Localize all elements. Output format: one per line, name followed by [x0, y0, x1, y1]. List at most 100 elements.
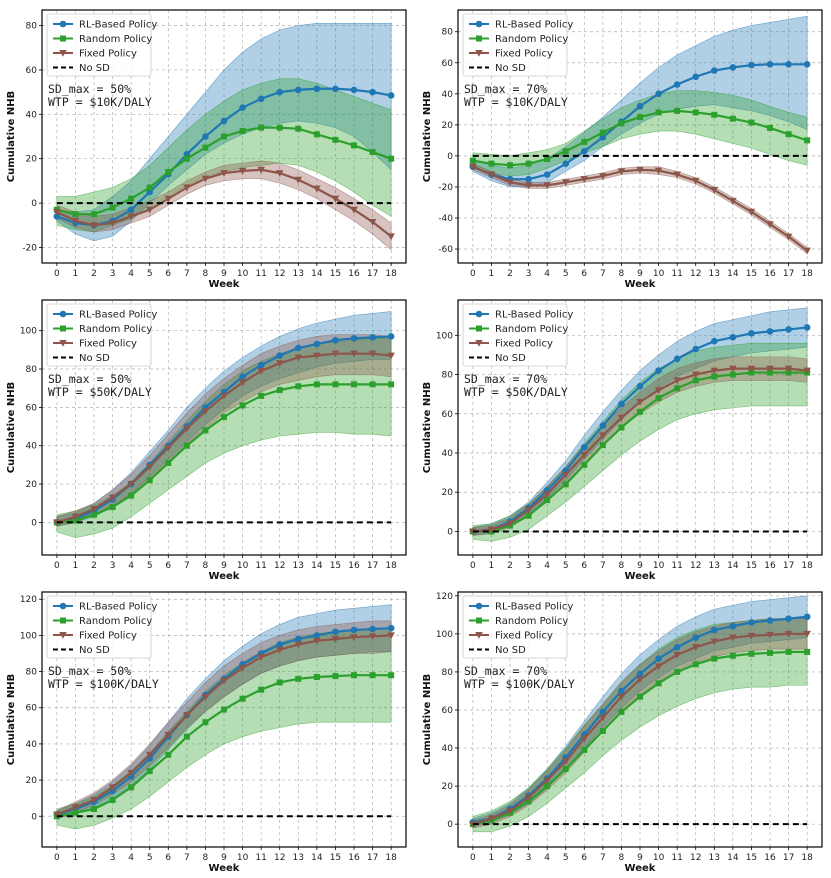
annotation-text: WTP = $50K/DALY — [48, 385, 152, 399]
x-tick-label: 12 — [274, 561, 285, 571]
data-point-rl-based-policy — [294, 344, 302, 352]
data-point-random-policy — [785, 648, 792, 655]
data-point-fixed-policy — [729, 634, 737, 642]
data-point-rl-based-policy — [313, 340, 321, 348]
data-point-fixed-policy — [164, 444, 173, 452]
x-tick-label: 15 — [330, 853, 341, 863]
data-point-random-policy — [183, 442, 190, 449]
data-point-rl-based-policy — [350, 86, 358, 94]
data-point-random-policy — [637, 114, 643, 121]
legend-label-rl-based-policy: RL-Based Policy — [79, 310, 157, 321]
x-tick-label: 8 — [619, 853, 625, 863]
legend-label-random-policy: Random Policy — [79, 324, 152, 335]
x-tick-label: 18 — [801, 853, 813, 863]
data-point-fixed-policy — [331, 636, 340, 643]
data-point-fixed-policy — [636, 166, 644, 174]
x-tick-label: 16 — [764, 269, 776, 279]
data-point-random-policy — [599, 129, 606, 136]
band-fixed-policy — [56, 334, 392, 527]
x-tick-label: 0 — [470, 561, 476, 571]
data-point-random-policy — [692, 109, 699, 116]
x-tick-label: 16 — [348, 853, 360, 863]
data-point-random-policy — [618, 708, 625, 715]
y-tick-label: 40 — [26, 740, 38, 750]
data-point-rl-based-policy — [276, 88, 284, 96]
data-point-rl-based-policy — [580, 443, 588, 451]
data-point-random-policy — [239, 695, 246, 702]
x-tick-label: 16 — [348, 561, 360, 571]
data-point-fixed-policy — [201, 408, 210, 416]
y-tick-label: 60 — [442, 410, 454, 420]
y-axis-title: Cumulative NHB — [6, 674, 17, 766]
data-point-random-policy — [72, 211, 79, 218]
x-tick-label: 8 — [203, 561, 209, 571]
data-point-random-policy — [258, 392, 265, 399]
data-point-random-policy — [146, 184, 153, 191]
data-point-fixed-policy — [561, 758, 570, 766]
chart-panel-sd50-wtp50k: 0 1 2 3 4 5 6 7 8 9 10 11 12 13 14 15 16 17 18 0 20 40 60 80 100… — [0, 290, 415, 582]
data-point-rl-based-policy — [562, 160, 570, 167]
legend-label-random-policy: Random Policy — [79, 616, 152, 627]
data-point-fixed-policy — [90, 796, 98, 804]
data-point-random-policy — [295, 675, 302, 682]
annotation-text: WTP = $10K/DALY — [464, 95, 568, 109]
x-tick-label: 6 — [581, 269, 587, 279]
x-tick-label: 18 — [801, 561, 813, 571]
annotation-text: SD_max = 50% — [48, 82, 131, 96]
x-tick-label: 5 — [563, 853, 569, 863]
data-point-fixed-policy — [487, 815, 496, 823]
y-tick-label: 20 — [442, 121, 454, 131]
data-point-rl-based-policy — [636, 670, 644, 678]
legend-marker-random-policy — [476, 35, 482, 42]
data-point-random-policy — [109, 204, 116, 211]
data-point-fixed-policy — [524, 182, 533, 190]
legend-label-rl-based-policy: RL-Based Policy — [495, 602, 573, 613]
data-point-random-policy — [258, 686, 265, 693]
legend-label-rl-based-policy: RL-Based Policy — [495, 310, 573, 321]
data-point-rl-based-policy — [239, 104, 246, 111]
x-tick-label: 10 — [237, 269, 249, 279]
x-tick-label: 12 — [690, 269, 701, 279]
x-tick-label: 1 — [489, 853, 495, 863]
data-point-rl-based-policy — [636, 102, 644, 110]
data-point-fixed-policy — [710, 187, 719, 194]
data-point-random-policy — [748, 650, 755, 657]
grid — [458, 10, 822, 263]
series-fixed-policy — [469, 163, 811, 255]
data-point-fixed-policy — [654, 387, 663, 395]
data-point-rl-based-policy — [332, 628, 339, 636]
data-point-fixed-policy — [275, 360, 284, 368]
x-tick-label: 6 — [165, 269, 171, 279]
data-point-rl-based-policy — [294, 86, 302, 94]
data-point-fixed-policy — [145, 463, 154, 471]
data-point-fixed-policy — [257, 367, 265, 375]
data-point-random-policy — [388, 672, 395, 679]
x-tick-label: 5 — [147, 561, 153, 571]
x-tick-label: 7 — [184, 853, 190, 863]
data-point-random-policy — [146, 477, 153, 484]
x-tick-label: 0 — [54, 561, 60, 571]
y-tick-label: -20 — [22, 243, 37, 253]
x-tick-label: 15 — [746, 561, 757, 571]
chart-panel-sd70-wtp50k: 0 1 2 3 4 5 6 7 8 9 10 11 12 13 14 15 16 17 18 0 20 40 60 80 100… — [415, 290, 831, 582]
y-tick-label: 100 — [436, 630, 453, 640]
data-point-rl-based-policy — [692, 345, 700, 353]
y-tick-label: 80 — [442, 668, 454, 678]
y-axis-title: Cumulative NHB — [6, 382, 17, 474]
data-point-random-policy — [507, 162, 513, 169]
data-point-rl-based-policy — [766, 61, 774, 68]
data-point-random-policy — [332, 673, 339, 680]
x-tick-label: 9 — [637, 269, 643, 279]
x-tick-label: 1 — [73, 561, 79, 571]
x-tick-label: 2 — [91, 561, 97, 571]
data-point-random-policy — [804, 137, 811, 144]
data-point-rl-based-policy — [766, 617, 774, 624]
y-tick-label: -60 — [438, 245, 453, 255]
series-fixed-policy — [469, 365, 811, 536]
x-tick-label: 13 — [293, 269, 304, 279]
data-point-rl-based-policy — [766, 328, 774, 335]
data-point-rl-based-policy — [710, 67, 718, 74]
data-point-fixed-policy — [729, 365, 737, 373]
data-point-fixed-policy — [543, 777, 551, 785]
annotation-text: SD_max = 50% — [48, 372, 131, 386]
